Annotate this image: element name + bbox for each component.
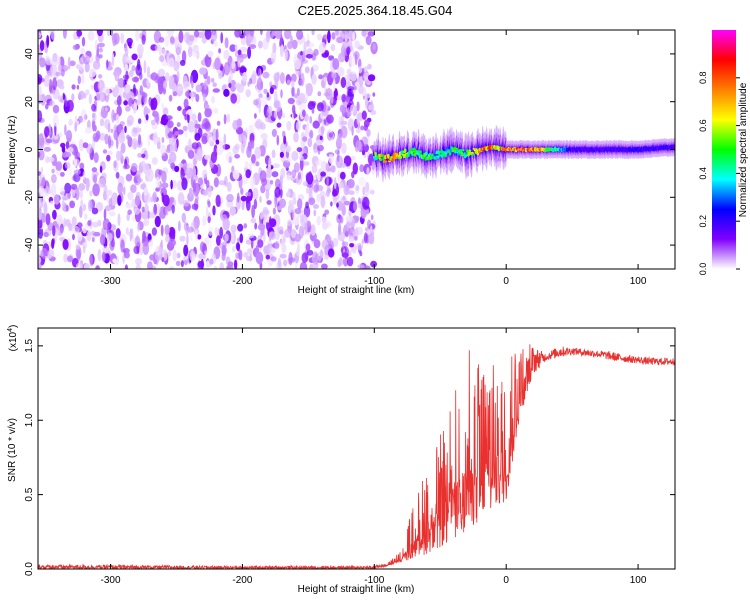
- spectrogram-x-tick-label: -100: [364, 276, 384, 287]
- spectrogram-y-tick-label: 0: [24, 146, 35, 152]
- snr-x-tick-label: 0: [503, 575, 509, 586]
- snr-y-tick-label: 1.5: [24, 338, 35, 352]
- spectrogram-x-tick-label: -300: [101, 276, 121, 287]
- snr-x-tick-label: 100: [630, 575, 647, 586]
- colorbar: 0.0 0.2 0.4 0.6 0.8 Normalized spectral ampl…: [698, 30, 749, 275]
- spectrogram-x-tick-label: -200: [232, 276, 252, 287]
- colorbar-tick-label: 0.6: [698, 119, 708, 132]
- spectrogram-y-tick-label: 40: [24, 48, 35, 60]
- spectrogram-signal-band: [373, 125, 675, 183]
- snr-y-tick-label: 0.5: [24, 487, 35, 501]
- snr-x-axis-label: Height of straight line (km): [298, 584, 415, 595]
- spectrogram-x-axis-label: Height of straight line (km): [298, 285, 415, 296]
- snr-y-tick-label: 0.0: [24, 562, 35, 576]
- snr-series-line: [38, 344, 675, 569]
- colorbar-ticks: 0.0 0.2 0.4 0.6 0.8: [698, 72, 740, 276]
- colorbar-label: Normalized spectral amplitude: [738, 82, 749, 217]
- colorbar-tick-label: 0.4: [698, 167, 708, 180]
- colorbar-tick-label: 0.0: [698, 263, 708, 276]
- spectrogram-y-tick-label: -40: [24, 237, 35, 252]
- snr-y-scale-note: (x104): [7, 325, 19, 352]
- spectrogram-y-axis-label: Frequency (Hz): [7, 116, 18, 185]
- chart-title: C2E5.2025.364.18.45.G04: [298, 3, 453, 18]
- spectrogram-x-ticks: -300 -200 -100 0 100: [101, 30, 647, 287]
- snr-background: [38, 328, 675, 569]
- snr-x-tick-label: -100: [364, 575, 384, 586]
- spectrogram-y-tick-label: 20: [24, 96, 35, 108]
- snr-frame: [37, 327, 676, 570]
- spectrogram-y-tick-label: -20: [24, 190, 35, 205]
- colorbar-tick-label: 0.2: [698, 215, 708, 228]
- colorbar-tick-label: 0.8: [698, 72, 708, 85]
- snr-x-ticks: -300 -200 -100 0 100: [101, 328, 647, 586]
- snr-x-tick-label: -300: [101, 575, 121, 586]
- colorbar-scale: [712, 30, 736, 269]
- spectrogram-x-tick-label: 0: [503, 276, 509, 287]
- spectrogram-noise-region: [38, 30, 378, 269]
- snr-x-tick-label: -200: [232, 575, 252, 586]
- snr-y-ticks: 0.0 0.5 1.0 1.5: [24, 338, 675, 576]
- snr-panel: -300 -200 -100 0 100 0.0 0.5 1.0 1.5 Height of …: [7, 325, 676, 595]
- snr-y-axis-label: SNR (10 * v/v): [7, 418, 18, 482]
- spectrogram-x-tick-label: 100: [630, 276, 647, 287]
- spectrogram-y-ticks: -40 -20 0 20 40: [24, 48, 675, 252]
- snr-y-tick-label: 1.0: [24, 413, 35, 427]
